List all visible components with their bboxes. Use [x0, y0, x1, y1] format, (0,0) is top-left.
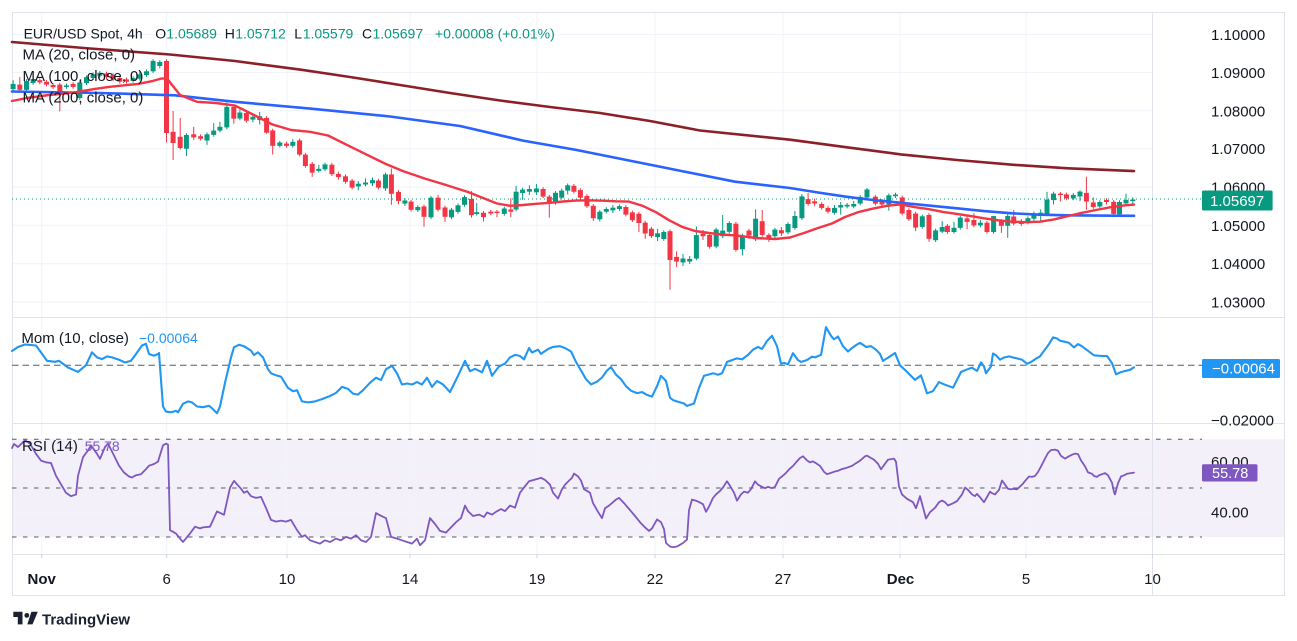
svg-text:1.03000: 1.03000: [1211, 295, 1265, 312]
svg-text:27: 27: [775, 571, 792, 588]
svg-text:14: 14: [402, 571, 419, 588]
svg-text:6: 6: [163, 571, 171, 588]
svg-text:TradingView: TradingView: [42, 612, 130, 629]
svg-text:O: O: [155, 26, 166, 42]
svg-text:−0.02000: −0.02000: [1211, 413, 1274, 430]
svg-text:1.05000: 1.05000: [1211, 218, 1265, 235]
svg-text:MA (200, close, 0): MA (200, close, 0): [23, 90, 144, 107]
svg-text:Dec: Dec: [887, 571, 915, 588]
svg-text:EUR/USD Spot, 4h: EUR/USD Spot, 4h: [24, 26, 143, 42]
svg-text:−0.00064: −0.00064: [139, 330, 198, 346]
svg-text:1.07000: 1.07000: [1211, 141, 1265, 158]
svg-text:Nov: Nov: [28, 571, 57, 588]
svg-text:MA (100, close, 0): MA (100, close, 0): [23, 68, 144, 85]
svg-text:−0.00064: −0.00064: [1212, 361, 1275, 378]
svg-text:1.09000: 1.09000: [1211, 65, 1265, 82]
svg-text:19: 19: [529, 571, 546, 588]
svg-text:H: H: [225, 26, 235, 42]
svg-text:55.78: 55.78: [85, 438, 120, 454]
svg-text:C: C: [362, 26, 372, 42]
svg-text:1.05697: 1.05697: [1210, 193, 1264, 210]
svg-text:L: L: [294, 26, 302, 42]
svg-text:MA (20, close, 0): MA (20, close, 0): [23, 47, 136, 64]
svg-text:10: 10: [1144, 571, 1161, 588]
svg-text:40.00: 40.00: [1211, 505, 1249, 522]
svg-text:22: 22: [647, 571, 664, 588]
svg-text:55.78: 55.78: [1212, 466, 1248, 482]
svg-text:+0.00008 (+0.01%): +0.00008 (+0.01%): [435, 26, 555, 42]
svg-text:1.05689: 1.05689: [166, 26, 217, 42]
svg-text:Mom (10, close): Mom (10, close): [21, 330, 129, 347]
svg-text:1.10000: 1.10000: [1211, 27, 1265, 44]
svg-text:10: 10: [279, 571, 296, 588]
svg-text:1.05697: 1.05697: [373, 26, 424, 42]
svg-text:1.04000: 1.04000: [1211, 256, 1265, 273]
svg-text:5: 5: [1022, 571, 1030, 588]
svg-text:1.05579: 1.05579: [303, 26, 354, 42]
svg-text:1.08000: 1.08000: [1211, 103, 1265, 120]
svg-text:RSI (14): RSI (14): [22, 438, 78, 455]
svg-text:1.05712: 1.05712: [235, 26, 286, 42]
